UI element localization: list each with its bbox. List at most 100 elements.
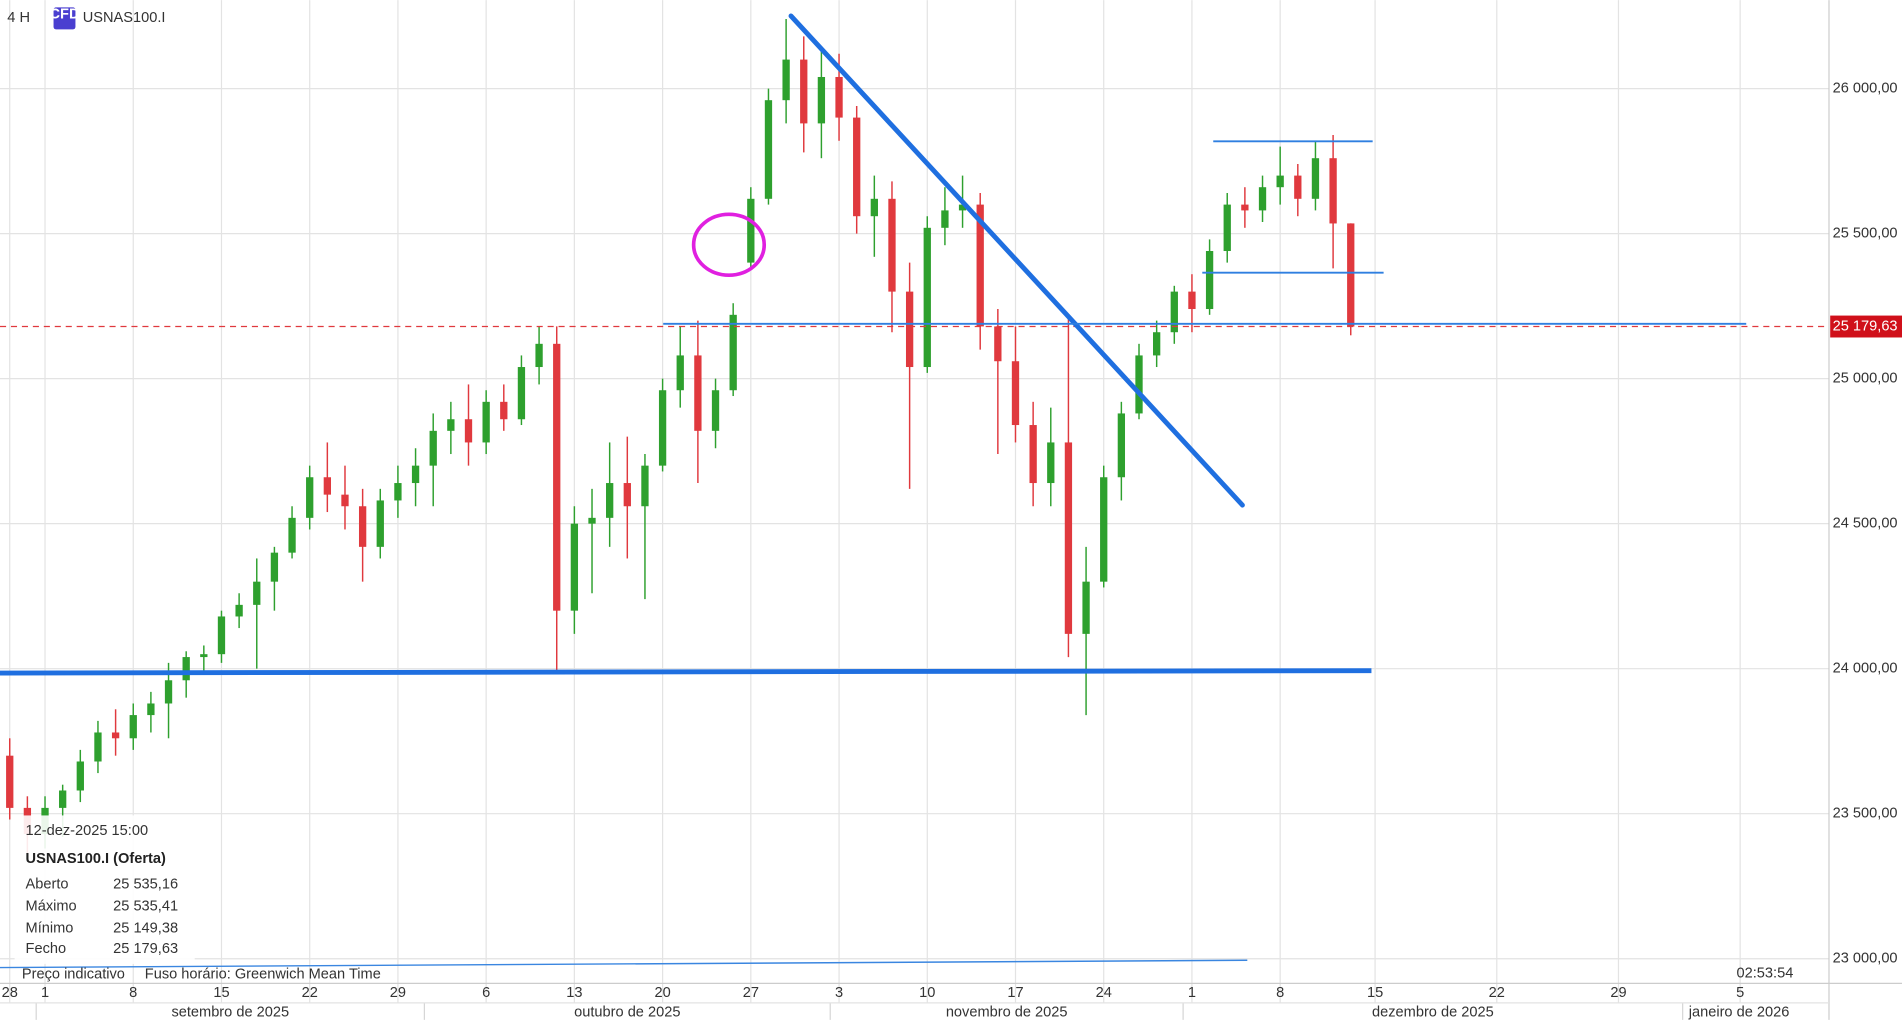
candle-body (253, 581, 261, 605)
cfd-icon (53, 7, 76, 30)
candle-body (411, 465, 420, 484)
x-tick-label: 17 (1007, 985, 1023, 1001)
symbol[interactable]: USNAS100.I (83, 10, 166, 26)
drawings (0, 13, 1747, 969)
candle-body (500, 401, 508, 420)
last-price-box (1830, 315, 1902, 338)
candle-body (94, 732, 102, 762)
info-box (14, 815, 195, 964)
x-tick-label: 20 (654, 985, 670, 1001)
candle-body (164, 680, 173, 704)
candle-body (888, 198, 896, 292)
candle-body (6, 755, 14, 808)
candle-body (1188, 291, 1196, 310)
x-tick-label: 22 (302, 985, 318, 1001)
candle-body (1082, 581, 1090, 634)
timeframe[interactable]: 4 H (7, 10, 30, 26)
x-tick-label: 24 (1096, 985, 1112, 1001)
x-tick-label: 6 (482, 985, 490, 1001)
candle-body (429, 430, 437, 466)
candle-body (694, 355, 702, 431)
info-label: Aberto (26, 877, 69, 893)
candle-body (782, 59, 790, 101)
candle-body (1047, 442, 1055, 484)
candle-body (606, 483, 614, 518)
candle-body (1064, 442, 1073, 634)
info-label: Máximo (26, 899, 77, 915)
candle-body (482, 401, 490, 443)
candle-body (570, 523, 579, 611)
axes: 23 000,00 23 500,00 24 000,00 24 500,00 25 0… (2, 80, 1902, 1020)
month-label: setembro de 2025 (171, 1004, 289, 1020)
month-label: novembro de 2025 (946, 1004, 1068, 1020)
candle-body (1258, 187, 1267, 211)
candle-body (1347, 223, 1355, 327)
candle-body (553, 343, 561, 611)
x-tick-label: 28 (2, 985, 18, 1001)
x-tick-label: 29 (390, 985, 406, 1001)
candle-body (394, 483, 402, 501)
x-tick-label: 13 (566, 985, 582, 1001)
candle-body (535, 343, 543, 368)
candle-body (111, 732, 120, 739)
cfd-icon-text: CFD (49, 7, 79, 23)
candle-body (923, 227, 931, 368)
candle-body (764, 100, 773, 199)
x-tick-label: 10 (919, 985, 935, 1001)
candle-body (1100, 477, 1108, 582)
candle-body (588, 517, 596, 524)
candle-body (517, 367, 526, 420)
info-value: 25 535,41 (113, 899, 178, 915)
x-tick-label: 3 (835, 985, 843, 1001)
candle-body (1205, 251, 1214, 310)
candle-body (200, 654, 208, 658)
candle-body (358, 506, 367, 547)
info-value: 25 179,63 (113, 941, 178, 957)
candle-body (1223, 204, 1231, 252)
candle-body (623, 483, 631, 507)
candle-body (217, 616, 226, 655)
candle-body (1276, 175, 1284, 188)
x-tick-label: 8 (1276, 985, 1284, 1001)
candle-body (747, 198, 755, 263)
info-value: 25 149,38 (113, 920, 178, 936)
footer-timezone: Fuso horário: Greenwich Mean Time (145, 967, 381, 983)
candles (0, 18, 1829, 855)
month-label: janeiro de 2026 (1688, 1004, 1790, 1020)
y-tick-label: 25 500,00 (1833, 225, 1898, 241)
x-tick-label: 15 (1367, 985, 1383, 1001)
candle-body (76, 761, 84, 791)
y-tick-label: 25 000,00 (1833, 370, 1898, 386)
candle-body (129, 715, 137, 739)
candle-body (729, 314, 737, 391)
candle-body (59, 790, 67, 808)
candle-body (288, 517, 296, 553)
candle-body (1294, 175, 1302, 199)
candle-body (958, 204, 967, 211)
candle-body (905, 291, 914, 368)
candle-body (464, 419, 473, 443)
candle-body (235, 604, 243, 617)
info-label: Mínimo (26, 920, 74, 936)
candle-body (976, 204, 984, 327)
y-tick-label: 26 000,00 (1833, 80, 1898, 96)
candle-body (147, 703, 155, 716)
month-label: dezembro de 2025 (1372, 1004, 1494, 1020)
indicator-line (0, 959, 1248, 969)
candle-body (1117, 413, 1126, 478)
candle-body (1311, 158, 1320, 199)
candle-body (676, 355, 684, 391)
footer-note: Preço indicativo (22, 967, 125, 983)
info-datetime: 12-dez-2025 15:00 (26, 823, 149, 839)
trend-line (788, 13, 1245, 508)
info-value: 25 535,16 (113, 877, 178, 893)
candle-body (376, 500, 384, 547)
candle-body (447, 419, 455, 431)
y-tick-label: 23 500,00 (1833, 806, 1898, 822)
x-tick-label: 5 (1736, 985, 1744, 1001)
x-axis: 28 1 8 15 22 29 6 13 20 27 3 10 17 24 1 8 15 22 29 5 setembr… (2, 985, 1790, 1020)
x-tick-label: 1 (41, 985, 49, 1001)
y-tick-label: 24 000,00 (1833, 661, 1898, 677)
